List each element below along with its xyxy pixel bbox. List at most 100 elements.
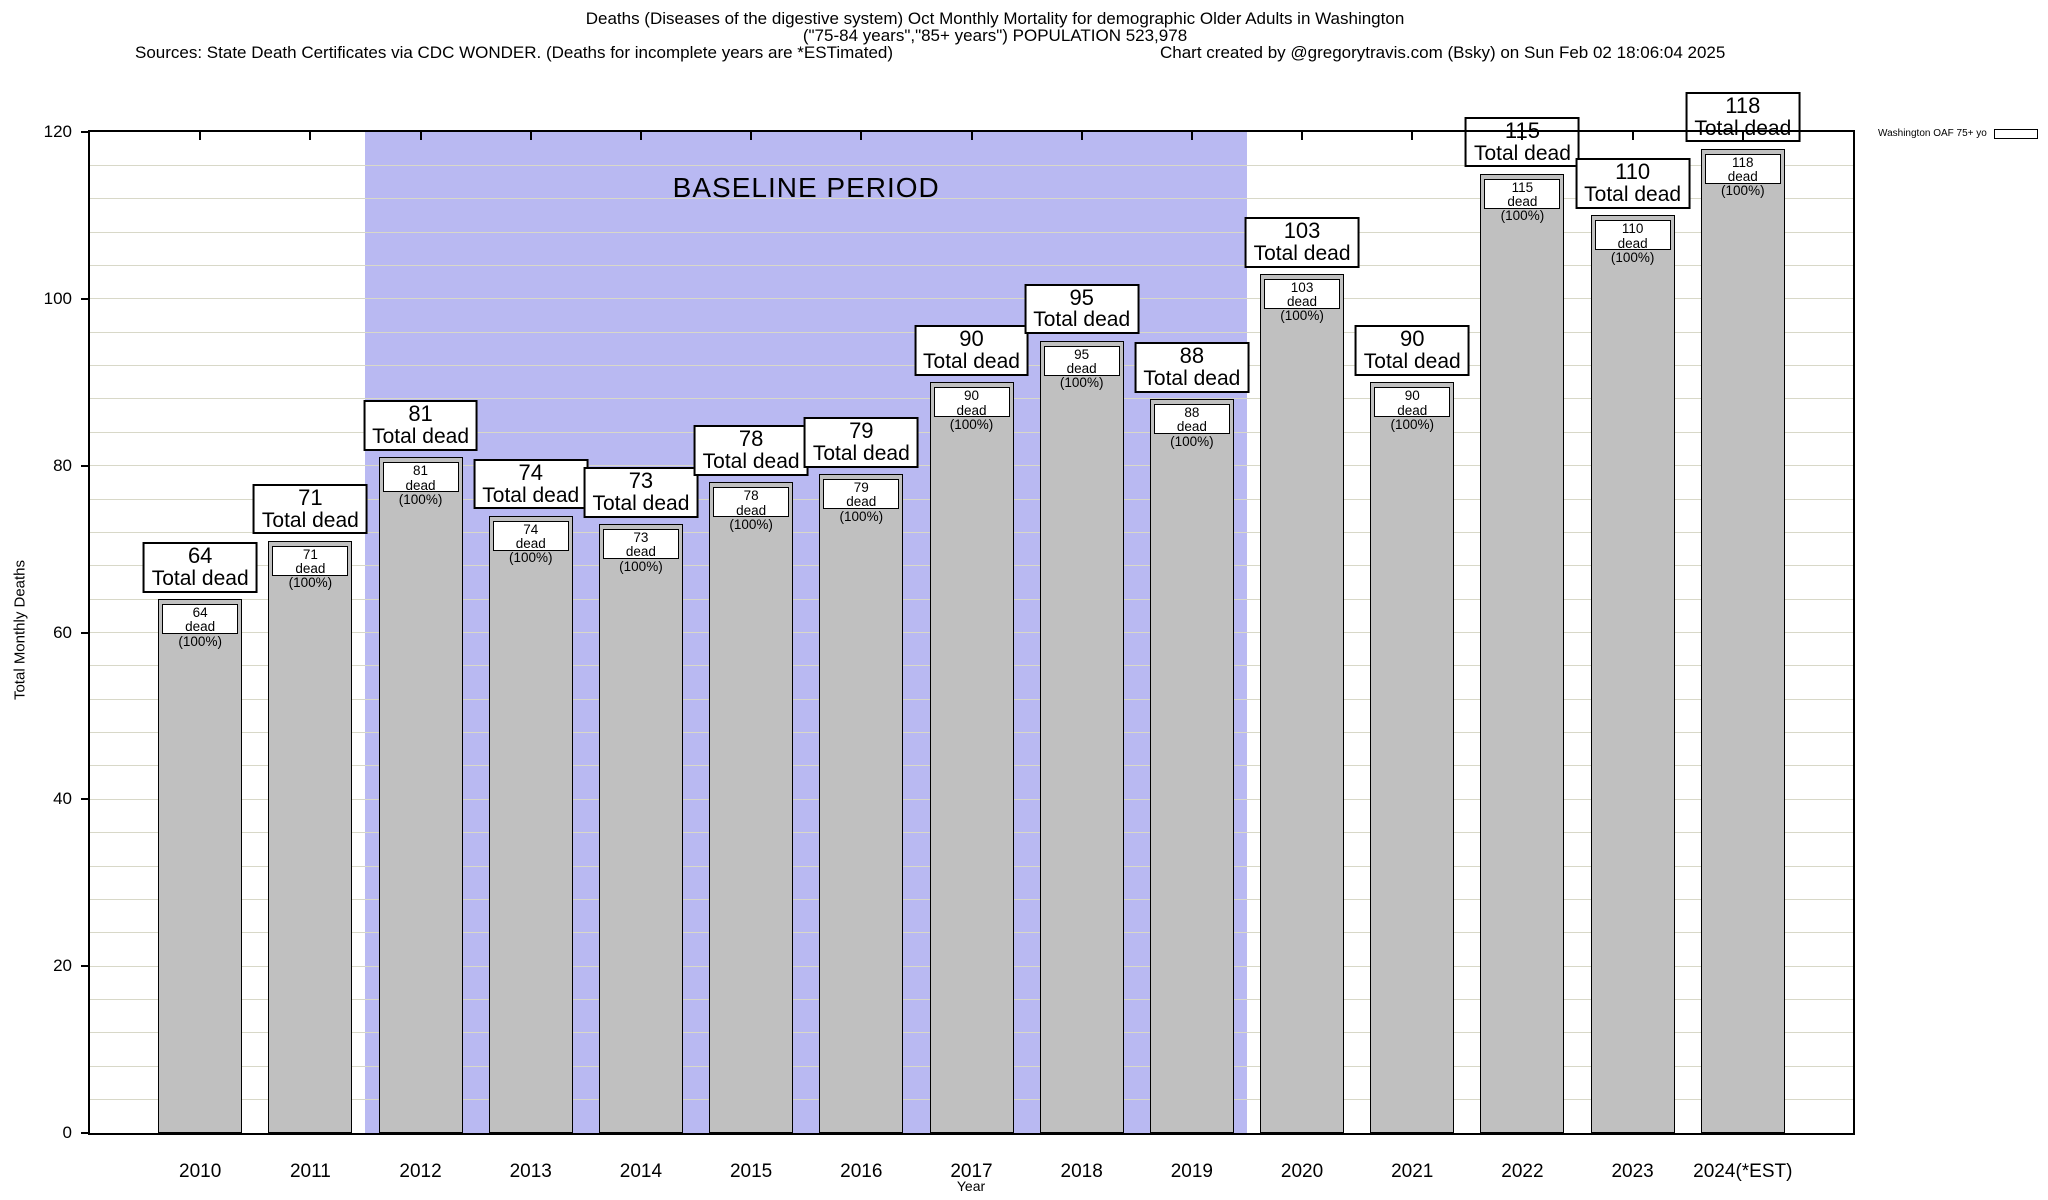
bar-inner-label-2017: 90 dead (100%)	[933, 387, 1010, 431]
gridline	[90, 264, 1853, 266]
top-tick-2022	[1521, 132, 1524, 140]
bar-2023	[1590, 215, 1675, 1133]
x-tick-label-2017: 2017	[950, 1161, 993, 1182]
top-tick-2012	[419, 132, 422, 140]
bar-2012	[378, 457, 463, 1133]
bar-2014	[598, 524, 683, 1133]
x-tick-label-2016: 2016	[840, 1161, 883, 1182]
top-tick-2021	[1411, 132, 1414, 140]
legend-label: Washington OAF 75+ yo	[1878, 128, 1987, 139]
x-tick-label-2021: 2021	[1391, 1161, 1434, 1182]
bar-2019	[1149, 398, 1234, 1133]
bar-2018	[1039, 340, 1124, 1133]
gridline	[90, 298, 1853, 300]
bar-2021	[1370, 382, 1455, 1133]
x-tick-label-2024(*EST): 2024(*EST)	[1693, 1161, 1793, 1182]
top-tick-2013	[529, 132, 532, 140]
x-tick-label-2014: 2014	[619, 1161, 663, 1182]
y-tick-label-80: 80	[53, 455, 72, 475]
y-tick-40	[81, 798, 90, 801]
bar-top-label-2019: 88 Total dead	[1134, 341, 1250, 393]
x-tick-label-2013: 2013	[509, 1161, 552, 1182]
x-tick-label-2015: 2015	[729, 1161, 773, 1182]
x-tick-label-2010: 2010	[179, 1161, 222, 1182]
bar-top-label-2013: 74 Total dead	[473, 458, 589, 510]
y-tick-label-120: 120	[43, 122, 72, 141]
top-tick-2015	[750, 132, 753, 140]
bar-top-label-2022: 115 Total dead	[1464, 116, 1580, 168]
bar-inner-label-2012: 81 dead (100%)	[382, 462, 459, 507]
plot-area: BASELINE PERIOD 64 dead (100%) 64 Total dead…	[44, 91, 1855, 1182]
y-tick-label-40: 40	[53, 789, 72, 809]
y-tick-120	[81, 131, 90, 133]
bar-inner-label-2020: 103 dead (100%)	[1264, 278, 1341, 323]
bar-2011	[268, 540, 353, 1133]
bar-inner-label-2013: 74 dead (100%)	[492, 520, 569, 565]
bar-2022	[1480, 173, 1565, 1133]
y-tick-100	[81, 297, 90, 300]
bar-top-label-2011: 71 Total dead	[252, 483, 368, 535]
bar-inner-label-2014: 73 dead (100%)	[602, 529, 679, 573]
bar-top-label-2020: 103 Total dead	[1244, 216, 1360, 268]
bar-top-label-2017: 90 Total dead	[914, 325, 1029, 376]
x-tick-label-2011: 2011	[289, 1161, 331, 1182]
y-tick-0	[81, 1132, 90, 1134]
bar-inner-label-2022: 115 dead (100%)	[1484, 178, 1561, 223]
bar-inner-label-2023: 110 dead (100%)	[1594, 220, 1671, 265]
legend: Washington OAF 75+ yo	[1878, 128, 2038, 139]
y-tick-label-0: 0	[62, 1123, 72, 1142]
bar-2015	[709, 482, 794, 1133]
bar-inner-label-2011: 71 dead (100%)	[272, 545, 349, 590]
bar-inner-label-2019: 88 dead (100%)	[1153, 403, 1230, 448]
credit-note: Chart created by @gregorytravis.com (Bsk…	[1160, 43, 1726, 62]
bar-2016	[819, 474, 904, 1133]
gridline	[90, 164, 1853, 166]
top-tick-2024(*EST)	[1741, 132, 1744, 140]
legend-swatch	[1993, 128, 2038, 139]
top-tick-2019	[1190, 132, 1193, 140]
y-tick-60	[81, 631, 90, 634]
chart-title: Deaths (Diseases of the digestive system…	[585, 9, 1405, 28]
top-tick-2018	[1080, 132, 1083, 140]
x-tick-label-2012: 2012	[399, 1161, 442, 1182]
x-tick-label-2018: 2018	[1060, 1161, 1103, 1182]
bar-top-label-2010: 64 Total dead	[142, 542, 258, 593]
chart-subtitle: ("75-84 years","85+ years") POPULATION 5…	[802, 26, 1188, 45]
bar-2024(*EST)	[1700, 148, 1785, 1133]
x-tick-label-2022: 2022	[1501, 1161, 1544, 1182]
bar-top-label-2021: 90 Total dead	[1354, 325, 1470, 376]
x-tick-label-2023: 2023	[1611, 1161, 1654, 1182]
x-tick-label-2020: 2020	[1280, 1161, 1324, 1182]
bar-inner-label-2010: 64 dead (100%)	[162, 604, 239, 648]
top-tick-2016	[860, 132, 863, 140]
bar-2020	[1260, 273, 1345, 1133]
top-tick-2017	[970, 132, 973, 140]
bar-inner-label-2015: 78 dead (100%)	[713, 487, 790, 532]
gridline	[90, 231, 1853, 233]
bar-inner-label-2018: 95 dead (100%)	[1043, 345, 1120, 390]
bar-top-label-2018: 95 Total dead	[1024, 283, 1140, 335]
top-tick-2020	[1301, 132, 1304, 140]
bar-inner-label-2016: 79 dead (100%)	[823, 479, 900, 523]
bar-top-label-2014: 73 Total dead	[583, 467, 699, 518]
top-tick-2010	[199, 132, 202, 140]
bar-inner-label-2021: 90 dead (100%)	[1374, 387, 1451, 431]
bar-top-label-2024(*EST): 118 Total dead	[1685, 91, 1801, 143]
top-tick-2023	[1631, 132, 1634, 140]
bar-top-label-2023: 110 Total dead	[1575, 158, 1691, 210]
bar-2017	[929, 382, 1014, 1133]
gridline	[90, 198, 1853, 200]
bar-top-label-2012: 81 Total dead	[363, 400, 479, 452]
x-tick-label-2019: 2019	[1170, 1161, 1214, 1182]
bar-2013	[488, 515, 573, 1133]
bar-inner-label-2024(*EST): 118 dead (100%)	[1704, 153, 1781, 198]
y-tick-label-60: 60	[53, 622, 72, 642]
bar-top-label-2016: 79 Total dead	[803, 417, 919, 468]
top-tick-2014	[639, 132, 642, 140]
bar-2010	[158, 599, 243, 1133]
top-tick-2011	[309, 132, 312, 140]
x-axis-title: Year	[956, 1178, 986, 1194]
y-tick-20	[81, 965, 90, 968]
sources-note: Sources: State Death Certificates via CD…	[135, 43, 894, 62]
